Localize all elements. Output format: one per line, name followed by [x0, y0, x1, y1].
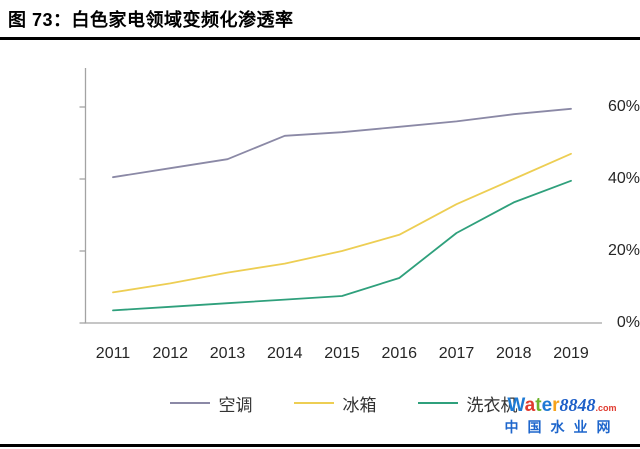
legend-line-swatch: [293, 402, 334, 404]
chart-legend: 空调 冰箱 洗衣机: [85, 391, 602, 416]
title-divider: [0, 37, 640, 40]
logo-letter: a: [524, 395, 536, 416]
y-tick-label: 20%: [607, 242, 640, 259]
y-tick-label: 0%: [616, 314, 640, 331]
logo-subtitle: 中国水业网: [504, 419, 620, 435]
legend-label: 洗衣机: [466, 395, 518, 415]
logo-letter: W: [507, 395, 525, 416]
line-refrigerator: [112, 152, 572, 294]
line-air-conditioner: [112, 107, 572, 179]
logo-letter: e: [541, 395, 553, 416]
legend-item-washing-machine: 洗衣机: [417, 391, 518, 416]
x-tick-label: 2012: [152, 345, 189, 362]
x-tick-label: 2014: [266, 345, 303, 362]
x-tick-label: 2013: [209, 345, 246, 362]
legend-line-swatch: [417, 402, 458, 404]
line-washing-machine: [112, 179, 572, 312]
water8848-wordmark: Water8848.com: [497, 395, 627, 418]
chart-title: 图 73：白色家电领域变频化渗透率: [8, 10, 294, 30]
x-tick-label: 2015: [324, 345, 360, 362]
bottom-divider: [0, 444, 640, 447]
y-tick-label: 60%: [607, 98, 640, 115]
logo-letter: t: [535, 395, 542, 416]
legend-label: 空调: [218, 395, 253, 415]
legend-label: 冰箱: [342, 395, 377, 415]
logo-tld: .com: [595, 403, 617, 413]
x-tick-label: 2019: [553, 345, 589, 362]
logo-letter: r: [552, 395, 560, 416]
legend-item-refrigerator: 冰箱: [293, 391, 377, 416]
water8848-logo: Water8848.com 中国水业网: [497, 395, 627, 436]
x-tick-label: 2018: [495, 345, 532, 362]
legend-line-swatch: [169, 402, 210, 404]
x-tick-label: 2011: [95, 345, 131, 362]
x-tick-label: 2017: [438, 345, 475, 362]
y-tick-label: 40%: [607, 170, 640, 187]
x-tick-label: 2016: [381, 345, 418, 362]
logo-number: 8848: [559, 395, 596, 415]
legend-item-air-conditioner: 空调: [169, 391, 253, 416]
